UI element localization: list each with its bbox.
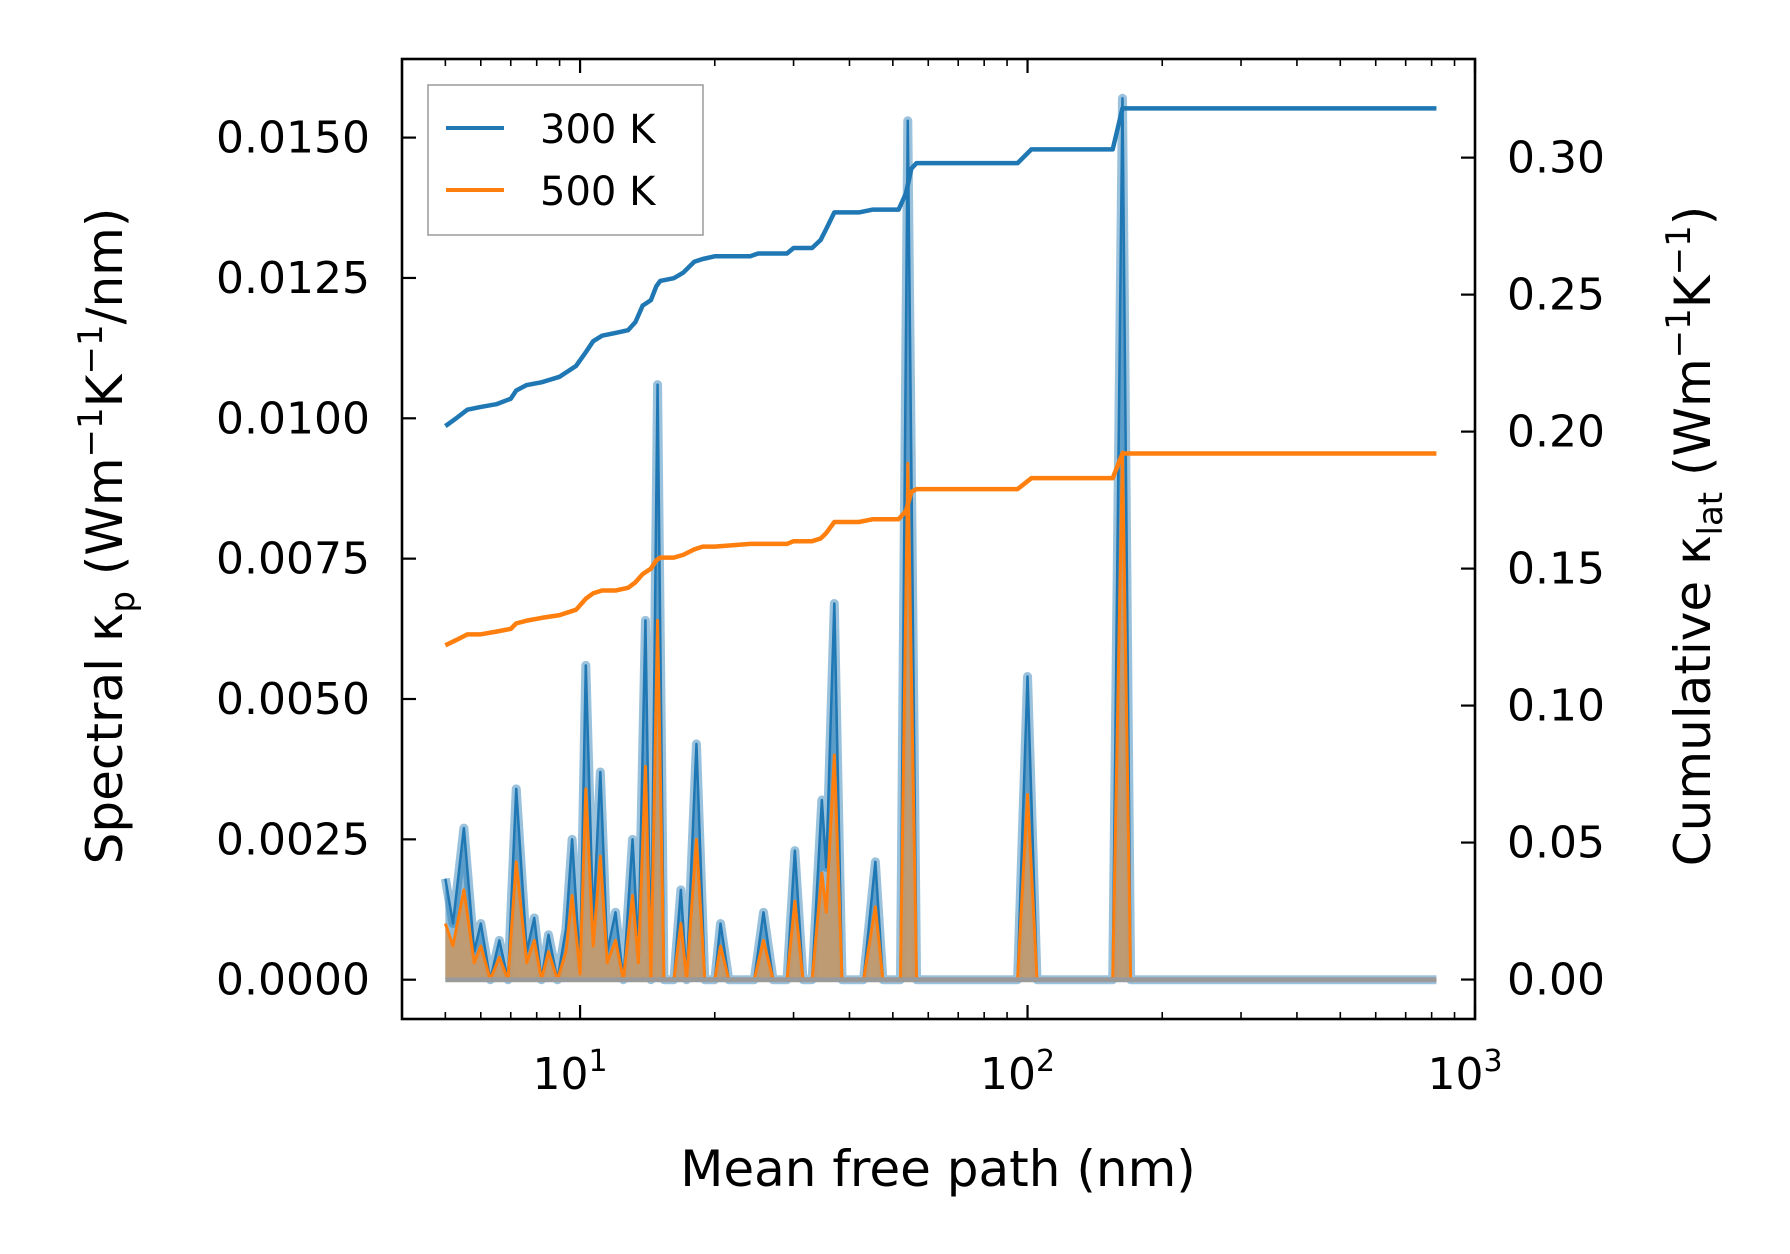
y-right-sup-a: −1 (1659, 308, 1699, 358)
y-right-unit-c: ) (1664, 206, 1722, 226)
spectral-layer (440, 93, 1437, 985)
cumulative-300K-line (444, 106, 1437, 428)
y-left-unit-a: (Wm (76, 457, 134, 591)
y-left-tick-label-2: 0.0050 (216, 674, 370, 725)
x-tick-label-0: 101 (533, 1044, 608, 1100)
x-tick-label-1: 102 (980, 1044, 1055, 1100)
y-left-tick-label-1: 0.0025 (216, 814, 370, 865)
y-right-tick-label-6: 0.30 (1507, 133, 1605, 184)
plot-area (440, 93, 1437, 985)
cumulative-layer (444, 106, 1437, 648)
axes-frame (400, 57, 1477, 1021)
y-right-tick-label-0: 0.00 (1507, 955, 1605, 1006)
legend-label-300K: 300 K (540, 107, 657, 153)
y-right-tick-label-4: 0.20 (1507, 407, 1605, 458)
y-left-sub: p (103, 591, 143, 613)
y-axis-label-left: Spectral κp (Wm−1K−1/nm) (71, 208, 143, 865)
y-left-unit-c: /nm) (76, 208, 134, 325)
cumulative-500K-line (444, 451, 1437, 648)
y-left-sup-a: −1 (71, 407, 111, 457)
legend: 300 K 500 K (427, 84, 704, 236)
y-right-unit-a: (Wm (1664, 358, 1722, 492)
y-right-unit-b: K (1664, 274, 1722, 308)
legend-box (427, 84, 704, 236)
y-left-tick-label-0: 0.0000 (216, 955, 370, 1006)
y-right-sub: lat (1691, 492, 1731, 536)
legend-label-500K: 500 K (540, 169, 657, 215)
y-right-tick-label-1: 0.05 (1507, 818, 1605, 869)
y-left-tick-label-4: 0.0100 (216, 393, 370, 444)
y-left-tick-label-3: 0.0075 (216, 534, 370, 585)
x-tick-label-2: 103 (1427, 1044, 1502, 1100)
y-right-tick-label-3: 0.15 (1507, 544, 1605, 595)
y-left-sup-b: −1 (71, 324, 111, 374)
y-right-tick-label-2: 0.10 (1507, 681, 1605, 732)
y-right-sup-b: −1 (1659, 225, 1699, 275)
x-axis-label: Mean free path (nm) (680, 1140, 1196, 1198)
y-left-main: Spectral κ (76, 613, 134, 865)
y-left-tick-label-5: 0.0125 (216, 253, 370, 304)
y-left-tick-label-6: 0.0150 (216, 113, 370, 164)
ticks-layer: 101 102 103 0.0000 0.0025 0.0050 0.0075 0.0100 0… (216, 59, 1605, 1100)
y-right-main: Cumulative κ (1664, 535, 1722, 866)
y-right-tick-label-5: 0.25 (1507, 270, 1605, 321)
y-axis-label-right: Cumulative κlat (Wm−1K−1) (1659, 206, 1731, 866)
y-left-unit-b: K (76, 373, 134, 407)
